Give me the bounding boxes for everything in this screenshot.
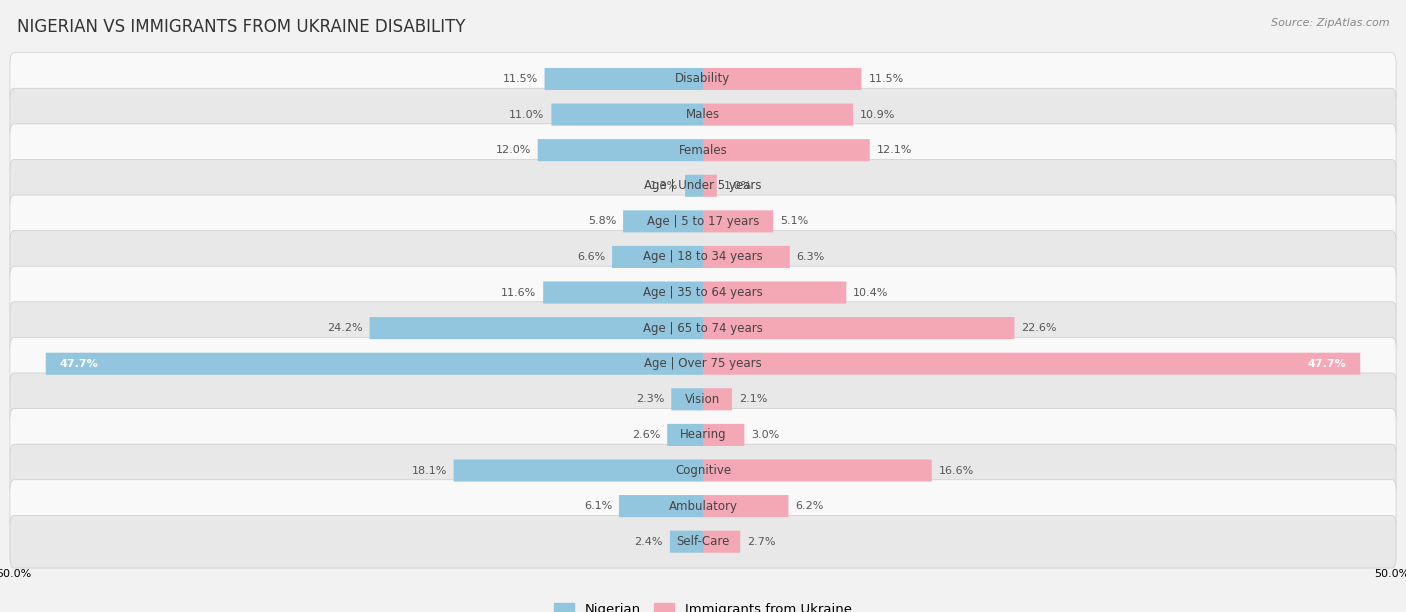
FancyBboxPatch shape <box>10 302 1396 354</box>
FancyBboxPatch shape <box>46 353 703 375</box>
FancyBboxPatch shape <box>703 68 862 90</box>
FancyBboxPatch shape <box>703 531 740 553</box>
FancyBboxPatch shape <box>10 444 1396 497</box>
FancyBboxPatch shape <box>703 282 846 304</box>
FancyBboxPatch shape <box>612 246 703 268</box>
Text: 1.0%: 1.0% <box>724 181 752 191</box>
Text: 6.2%: 6.2% <box>796 501 824 511</box>
Text: 24.2%: 24.2% <box>328 323 363 333</box>
FancyBboxPatch shape <box>703 495 789 517</box>
FancyBboxPatch shape <box>703 388 733 411</box>
Text: Age | 65 to 74 years: Age | 65 to 74 years <box>643 322 763 335</box>
FancyBboxPatch shape <box>668 424 703 446</box>
Text: Age | 18 to 34 years: Age | 18 to 34 years <box>643 250 763 263</box>
Text: 6.6%: 6.6% <box>576 252 605 262</box>
Text: 11.5%: 11.5% <box>869 74 904 84</box>
FancyBboxPatch shape <box>703 353 1360 375</box>
FancyBboxPatch shape <box>10 195 1396 248</box>
Text: 6.3%: 6.3% <box>797 252 825 262</box>
Text: Source: ZipAtlas.com: Source: ZipAtlas.com <box>1271 18 1389 28</box>
FancyBboxPatch shape <box>10 515 1396 568</box>
FancyBboxPatch shape <box>703 139 870 161</box>
Text: Hearing: Hearing <box>679 428 727 441</box>
Text: 3.0%: 3.0% <box>751 430 779 440</box>
Text: Females: Females <box>679 144 727 157</box>
FancyBboxPatch shape <box>703 211 773 233</box>
Text: Self-Care: Self-Care <box>676 535 730 548</box>
Text: 12.0%: 12.0% <box>495 145 531 155</box>
FancyBboxPatch shape <box>454 460 703 482</box>
FancyBboxPatch shape <box>703 317 1014 339</box>
Text: Age | 35 to 64 years: Age | 35 to 64 years <box>643 286 763 299</box>
FancyBboxPatch shape <box>671 388 703 411</box>
FancyBboxPatch shape <box>703 246 790 268</box>
FancyBboxPatch shape <box>10 160 1396 212</box>
FancyBboxPatch shape <box>703 175 717 197</box>
FancyBboxPatch shape <box>10 124 1396 176</box>
Text: Ambulatory: Ambulatory <box>668 499 738 513</box>
Text: 1.3%: 1.3% <box>650 181 678 191</box>
FancyBboxPatch shape <box>10 53 1396 105</box>
Text: 16.6%: 16.6% <box>939 466 974 476</box>
FancyBboxPatch shape <box>703 460 932 482</box>
FancyBboxPatch shape <box>10 231 1396 283</box>
FancyBboxPatch shape <box>537 139 703 161</box>
FancyBboxPatch shape <box>10 88 1396 141</box>
FancyBboxPatch shape <box>543 282 703 304</box>
Text: 12.1%: 12.1% <box>876 145 912 155</box>
FancyBboxPatch shape <box>669 531 703 553</box>
Text: 5.8%: 5.8% <box>588 217 616 226</box>
Text: 47.7%: 47.7% <box>1308 359 1347 368</box>
Text: 47.7%: 47.7% <box>59 359 98 368</box>
Legend: Nigerian, Immigrants from Ukraine: Nigerian, Immigrants from Ukraine <box>550 598 856 612</box>
FancyBboxPatch shape <box>10 373 1396 426</box>
Text: 2.3%: 2.3% <box>636 394 665 405</box>
Text: 18.1%: 18.1% <box>412 466 447 476</box>
FancyBboxPatch shape <box>10 409 1396 461</box>
Text: Disability: Disability <box>675 72 731 86</box>
FancyBboxPatch shape <box>619 495 703 517</box>
FancyBboxPatch shape <box>623 211 703 233</box>
FancyBboxPatch shape <box>551 103 703 125</box>
Text: 11.6%: 11.6% <box>501 288 536 297</box>
Text: 11.5%: 11.5% <box>502 74 537 84</box>
Text: Age | Under 5 years: Age | Under 5 years <box>644 179 762 192</box>
Text: 2.1%: 2.1% <box>738 394 768 405</box>
FancyBboxPatch shape <box>544 68 703 90</box>
Text: 11.0%: 11.0% <box>509 110 544 119</box>
FancyBboxPatch shape <box>10 480 1396 532</box>
Text: Males: Males <box>686 108 720 121</box>
FancyBboxPatch shape <box>685 175 703 197</box>
FancyBboxPatch shape <box>10 337 1396 390</box>
Text: 2.6%: 2.6% <box>631 430 661 440</box>
Text: 2.7%: 2.7% <box>747 537 776 547</box>
Text: 6.1%: 6.1% <box>583 501 612 511</box>
Text: Age | 5 to 17 years: Age | 5 to 17 years <box>647 215 759 228</box>
FancyBboxPatch shape <box>370 317 703 339</box>
FancyBboxPatch shape <box>703 424 744 446</box>
Text: Age | Over 75 years: Age | Over 75 years <box>644 357 762 370</box>
Text: 2.4%: 2.4% <box>634 537 664 547</box>
Text: 22.6%: 22.6% <box>1021 323 1057 333</box>
Text: NIGERIAN VS IMMIGRANTS FROM UKRAINE DISABILITY: NIGERIAN VS IMMIGRANTS FROM UKRAINE DISA… <box>17 18 465 36</box>
Text: Vision: Vision <box>685 393 721 406</box>
Text: 10.4%: 10.4% <box>853 288 889 297</box>
FancyBboxPatch shape <box>10 266 1396 319</box>
Text: 10.9%: 10.9% <box>860 110 896 119</box>
Text: Cognitive: Cognitive <box>675 464 731 477</box>
Text: 5.1%: 5.1% <box>780 217 808 226</box>
FancyBboxPatch shape <box>703 103 853 125</box>
